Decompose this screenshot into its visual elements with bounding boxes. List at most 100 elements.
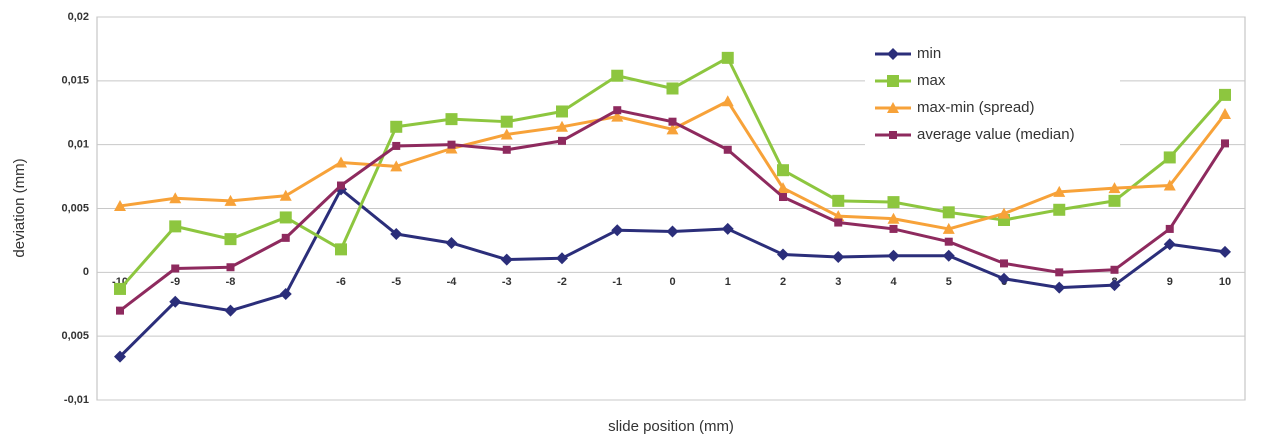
x-tick-label: -2 <box>557 276 567 288</box>
marker <box>832 210 845 222</box>
x-tick-label: -5 <box>391 276 401 288</box>
marker <box>777 248 789 261</box>
x-tick-label: 5 <box>946 276 952 288</box>
x-tick-label: 3 <box>835 276 841 288</box>
marker <box>500 115 513 128</box>
y-tick-label: -0,01 <box>64 394 89 406</box>
marker <box>1219 88 1231 101</box>
x-tick-label: -8 <box>226 276 236 288</box>
marker <box>114 199 126 211</box>
marker <box>169 192 182 204</box>
marker <box>1221 139 1229 148</box>
marker <box>337 181 345 190</box>
marker <box>445 236 458 249</box>
marker <box>279 288 292 301</box>
x-tick-label: -1 <box>612 276 622 288</box>
marker <box>1053 185 1066 197</box>
marker <box>1053 203 1066 216</box>
marker <box>834 218 843 227</box>
legend: min max max-min (spread) average value (med… <box>865 40 1120 154</box>
y-tick-label: 0,005 <box>61 202 89 214</box>
marker <box>1219 108 1231 120</box>
legend-marker <box>887 48 899 60</box>
marker <box>114 282 126 295</box>
marker <box>832 251 845 264</box>
marker <box>390 228 403 241</box>
x-tick-label: -3 <box>502 276 512 288</box>
marker <box>1163 238 1176 251</box>
legend-label: max-min (spread) <box>917 99 1035 116</box>
marker <box>1055 268 1064 277</box>
marker <box>1219 245 1231 258</box>
marker <box>1110 265 1119 274</box>
marker <box>390 120 403 133</box>
marker <box>1165 224 1174 233</box>
marker <box>279 211 292 224</box>
marker <box>611 224 624 237</box>
marker <box>1000 259 1008 268</box>
x-tick-label: 1 <box>725 276 731 288</box>
marker <box>998 272 1010 285</box>
marker <box>723 145 732 154</box>
marker <box>942 206 955 219</box>
marker <box>335 243 347 256</box>
marker <box>556 252 568 265</box>
marker <box>721 51 734 64</box>
marker <box>887 212 900 224</box>
y-tick-label: 0,015 <box>61 75 89 87</box>
legend-marker <box>887 75 899 87</box>
legend-label: max <box>917 72 946 89</box>
marker <box>666 123 679 135</box>
x-tick-label: 4 <box>890 276 897 288</box>
y-axis-title: deviation (mm) <box>11 158 28 257</box>
marker <box>777 164 789 177</box>
marker <box>998 207 1010 219</box>
marker <box>611 69 624 82</box>
marker <box>500 253 513 266</box>
marker <box>556 120 568 132</box>
marker <box>224 233 237 246</box>
marker <box>942 249 955 262</box>
legend-marker <box>889 131 897 139</box>
x-tick-label: 2 <box>780 276 786 288</box>
marker <box>887 249 900 262</box>
marker <box>1163 151 1176 164</box>
marker <box>777 182 789 194</box>
y-tick-label: 0 <box>83 266 89 278</box>
marker <box>613 106 622 115</box>
marker <box>279 189 292 201</box>
marker <box>1108 279 1121 292</box>
y-tick-label: 0,02 <box>68 11 89 23</box>
marker <box>1108 194 1121 207</box>
marker <box>1163 179 1176 191</box>
marker <box>611 110 624 122</box>
marker <box>666 225 679 238</box>
marker <box>447 140 456 149</box>
marker <box>116 306 124 315</box>
marker <box>779 193 787 202</box>
y-tick-label: 0,005 <box>61 330 89 342</box>
marker <box>281 233 290 242</box>
marker <box>502 145 511 154</box>
marker <box>721 95 734 107</box>
x-tick-label: -4 <box>447 276 458 288</box>
x-tick-label: 0 <box>669 276 675 288</box>
marker <box>668 117 677 126</box>
marker <box>169 220 182 233</box>
marker <box>944 237 953 246</box>
marker <box>114 350 126 363</box>
marker <box>1053 281 1066 294</box>
marker <box>226 263 235 272</box>
marker <box>392 141 401 150</box>
marker <box>335 156 347 168</box>
marker <box>832 194 845 207</box>
marker <box>887 196 900 209</box>
marker <box>171 264 180 273</box>
x-tick-label: -9 <box>170 276 180 288</box>
marker <box>390 160 403 172</box>
marker <box>224 304 237 317</box>
legend-marker <box>887 102 899 113</box>
marker <box>889 224 898 233</box>
marker <box>169 295 182 308</box>
